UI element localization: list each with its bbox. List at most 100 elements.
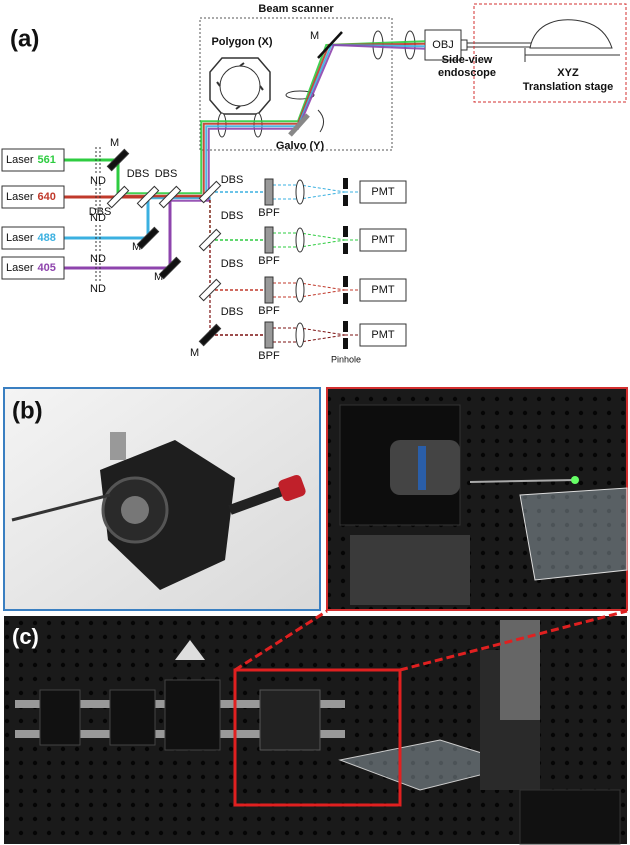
laser-label: Laser 561: [6, 154, 56, 166]
lens: [253, 112, 263, 138]
endoscope-label: endoscope: [438, 67, 496, 79]
nd-label: ND: [90, 212, 106, 224]
endoscope-label: Side-view: [442, 54, 493, 66]
laser-box: [1, 256, 65, 280]
dichroic: [198, 278, 222, 302]
laser-name: Laser: [6, 191, 34, 203]
mirror: [198, 323, 222, 347]
rotation-arrows: [216, 62, 264, 110]
dbs-label: DBS: [221, 210, 244, 222]
stage-label: XYZ: [557, 67, 579, 79]
dbs-label: DBS: [127, 168, 150, 180]
bpf-label: BPF: [258, 207, 280, 219]
lens: [295, 277, 305, 303]
detect-beam: [273, 327, 346, 336]
mirror-label: M: [132, 241, 141, 253]
mirror-label: M: [310, 30, 319, 42]
detect-beam: [273, 289, 346, 298]
bpf-label: BPF: [258, 255, 280, 267]
pmt-box: [359, 180, 407, 204]
lens: [295, 227, 305, 253]
mirror-label: M: [154, 271, 163, 283]
pmt-label: PMT: [371, 284, 395, 296]
nd-label: ND: [90, 283, 106, 295]
bpf-label: BPF: [258, 350, 280, 362]
dbs-label: DBS: [89, 206, 112, 218]
galvo-mirror: [288, 113, 310, 137]
panel-label: (b): [12, 397, 43, 424]
laser-name: Laser: [6, 262, 34, 274]
scanner-box: [199, 17, 393, 151]
mirror: [158, 256, 182, 280]
pmt-box: [359, 228, 407, 252]
lens: [217, 112, 227, 138]
endoscope-probe: [466, 42, 538, 48]
dichroic: [106, 185, 130, 209]
endoscope-device: [11, 432, 306, 590]
bandpass-filter: [264, 276, 274, 304]
zoom-line: [399, 609, 628, 672]
detect-beam: [273, 232, 346, 241]
mirror: [106, 148, 130, 172]
laser-box: [1, 185, 65, 209]
panel-label: (c): [12, 624, 39, 649]
panel-label: (a): [10, 25, 39, 52]
detect-beam: [273, 239, 346, 248]
objective-tip: [460, 39, 468, 51]
objective-label: OBJ: [432, 39, 453, 51]
bpf-label: BPF: [258, 305, 280, 317]
pinhole: [343, 338, 348, 349]
laser-wavelength: 561: [38, 154, 56, 166]
stage-box: [473, 3, 627, 103]
laser-label: Laser 405: [6, 262, 56, 274]
pmt-label: PMT: [371, 186, 395, 198]
detect-beam: [273, 191, 346, 200]
dbs-label: DBS: [221, 258, 244, 270]
pinhole-label: Pinhole: [331, 354, 361, 364]
mirror-label: M: [110, 137, 119, 149]
laser-box: [1, 226, 65, 250]
galvo-arrow: [317, 109, 324, 133]
pmt-label: PMT: [371, 234, 395, 246]
lens: [295, 179, 305, 205]
laser-wavelength: 640: [38, 191, 56, 203]
pinhole: [343, 293, 348, 304]
zoom-line: [234, 609, 328, 672]
scanner-title: Beam scanner: [258, 3, 334, 15]
lens: [404, 30, 416, 60]
bandpass-filter: [264, 178, 274, 206]
dbs-label: DBS: [221, 306, 244, 318]
mirror: [136, 226, 160, 250]
dichroic: [198, 228, 222, 252]
detect-beam: [273, 282, 346, 291]
stage-platform: [524, 48, 620, 62]
pmt-box: [359, 278, 407, 302]
nd-label: ND: [90, 253, 106, 265]
zoom-box: [233, 668, 402, 807]
setup-device: [15, 620, 621, 845]
laser-label: Laser 488: [6, 232, 56, 244]
pmt-label: PMT: [371, 329, 395, 341]
bandpass-filter: [264, 226, 274, 254]
laser-label: Laser 640: [6, 191, 56, 203]
pinhole: [343, 178, 348, 189]
dbs-label: DBS: [221, 174, 244, 186]
mouse: [529, 19, 613, 49]
pinhole: [343, 321, 348, 332]
nd-label: ND: [90, 175, 106, 187]
dichroic: [136, 185, 160, 209]
pinhole: [343, 276, 348, 287]
lens: [295, 322, 305, 348]
pinhole: [343, 243, 348, 254]
galvo-label: Galvo (Y): [276, 140, 325, 152]
closeup-device: [339, 404, 628, 605]
laser-wavelength: 405: [38, 262, 56, 274]
detect-beam: [273, 184, 346, 193]
polygon-label: Polygon (X): [211, 36, 272, 48]
pinhole: [343, 226, 348, 237]
laser-box: [1, 148, 65, 172]
pmt-box: [359, 323, 407, 347]
dbs-label: DBS: [155, 168, 178, 180]
laser-wavelength: 488: [38, 232, 56, 244]
